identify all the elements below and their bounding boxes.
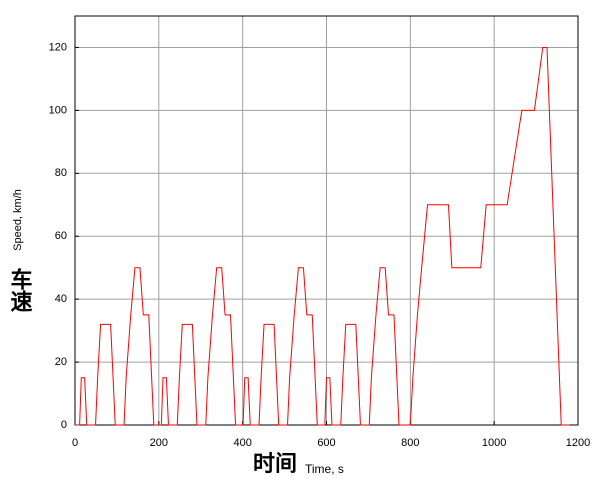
x-axis-label-zh: 时间 xyxy=(253,451,297,476)
y-tick-label: 60 xyxy=(55,230,67,242)
x-tick-label: 200 xyxy=(150,437,168,449)
x-tick-label: 400 xyxy=(233,437,251,449)
plot-frame xyxy=(74,15,579,426)
y-tick-label: 40 xyxy=(55,293,67,305)
y-tick-label: 120 xyxy=(49,41,67,53)
y-axis-label: Speed, km/h xyxy=(12,189,24,251)
speed-line xyxy=(75,46,570,426)
x-tick-label: 1200 xyxy=(566,437,590,449)
x-tick-label: 1000 xyxy=(482,437,506,449)
y-tick-label: 0 xyxy=(61,419,67,431)
y-tick-label: 80 xyxy=(55,167,67,179)
y-tick-label: 20 xyxy=(55,356,67,368)
x-tick-label: 800 xyxy=(401,437,419,449)
y-tick-label: 100 xyxy=(49,104,67,116)
x-tick-label: 0 xyxy=(72,437,78,449)
y-axis-label-zh: 车速 xyxy=(8,267,33,312)
x-tick-label: 600 xyxy=(317,437,335,449)
x-axis-label: Time, s xyxy=(305,462,344,476)
